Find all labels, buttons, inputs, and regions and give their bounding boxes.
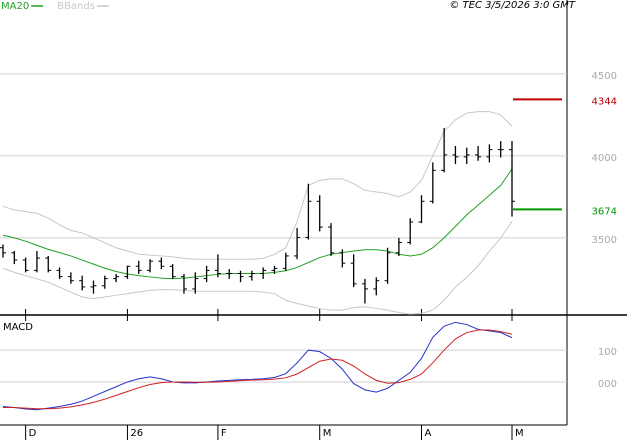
level-label: 3674 xyxy=(592,206,617,217)
y-tick-label: 100 xyxy=(598,347,617,358)
x-tick-label: F xyxy=(221,428,227,439)
bband-upper xyxy=(2,111,513,260)
x-tick-label: 26 xyxy=(130,428,143,439)
y-tick-label: 000 xyxy=(598,379,617,390)
macd-line xyxy=(2,321,513,411)
panel-title: MACD xyxy=(3,322,33,333)
ma-line xyxy=(2,168,513,280)
x-tick-label: M xyxy=(323,428,332,439)
x-tick-label: D xyxy=(29,428,37,439)
level-label: 4344 xyxy=(592,96,617,107)
x-tick-label: M xyxy=(515,428,524,439)
legend-label: MA20 xyxy=(1,1,29,12)
bband-lower xyxy=(2,221,513,315)
y-tick-label: 3500 xyxy=(592,235,617,246)
y-tick-label: 4000 xyxy=(592,153,617,164)
y-tick-label: 4500 xyxy=(592,71,617,82)
legend-label: BBands xyxy=(57,1,95,12)
annotation: © TEC 3/5/2026 3:0 GMT xyxy=(449,0,576,11)
x-tick-label: A xyxy=(425,428,432,439)
macd-line xyxy=(3,329,513,410)
